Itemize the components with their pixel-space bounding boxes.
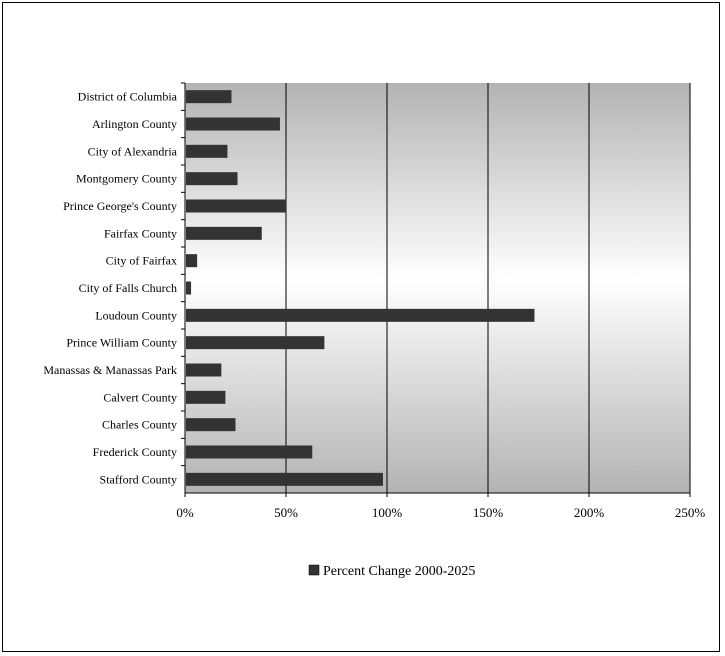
legend: Percent Change 2000-2025 [308, 564, 475, 579]
bar [186, 144, 228, 158]
bar [186, 308, 535, 322]
x-tick-label: 0% [176, 505, 194, 520]
category-label: Prince George's County [63, 199, 177, 213]
bar [186, 199, 286, 213]
x-tick-labels: 0% 50% 100% 150% 200% 250% [176, 505, 705, 520]
x-tick-label: 100% [372, 505, 403, 520]
bar [186, 281, 192, 295]
bar [186, 472, 383, 486]
x-tick-label: 200% [574, 505, 605, 520]
x-tick-label: 150% [473, 505, 504, 520]
bar [186, 390, 226, 404]
category-label: Loudoun County [95, 308, 177, 322]
category-label: City of Alexandria [88, 144, 178, 158]
category-label: Charles County [102, 418, 177, 432]
category-label: City of Falls Church [79, 281, 177, 295]
category-label: Prince William County [66, 336, 177, 350]
category-labels: District of Columbia Arlington County City… [43, 90, 177, 487]
bar [186, 226, 262, 240]
x-tick-label: 250% [675, 505, 706, 520]
bar [186, 418, 236, 432]
category-label: Arlington County [92, 117, 177, 131]
category-label: District of Columbia [78, 90, 178, 104]
bar [186, 254, 198, 268]
grid-lines [285, 83, 691, 493]
axes [181, 82, 691, 497]
bar [186, 336, 325, 350]
category-label: Calvert County [103, 390, 177, 404]
category-label: Stafford County [100, 472, 177, 486]
category-label: Fairfax County [104, 226, 177, 240]
legend-swatch [308, 564, 320, 576]
bar [186, 363, 222, 377]
bar [186, 445, 313, 459]
bars [186, 90, 535, 486]
category-label: Montgomery County [76, 172, 177, 186]
legend-label: Percent Change 2000-2025 [323, 564, 475, 579]
bar [186, 117, 280, 131]
bar [186, 90, 232, 104]
category-label: Frederick County [93, 445, 177, 459]
category-label: Manassas & Manassas Park [43, 363, 177, 377]
plot-area [185, 83, 690, 493]
x-tick-label: 50% [274, 505, 298, 520]
bar [186, 172, 238, 186]
bar-chart: District of Columbia Arlington County City… [43, 82, 705, 579]
category-label: City of Fairfax [106, 254, 177, 268]
